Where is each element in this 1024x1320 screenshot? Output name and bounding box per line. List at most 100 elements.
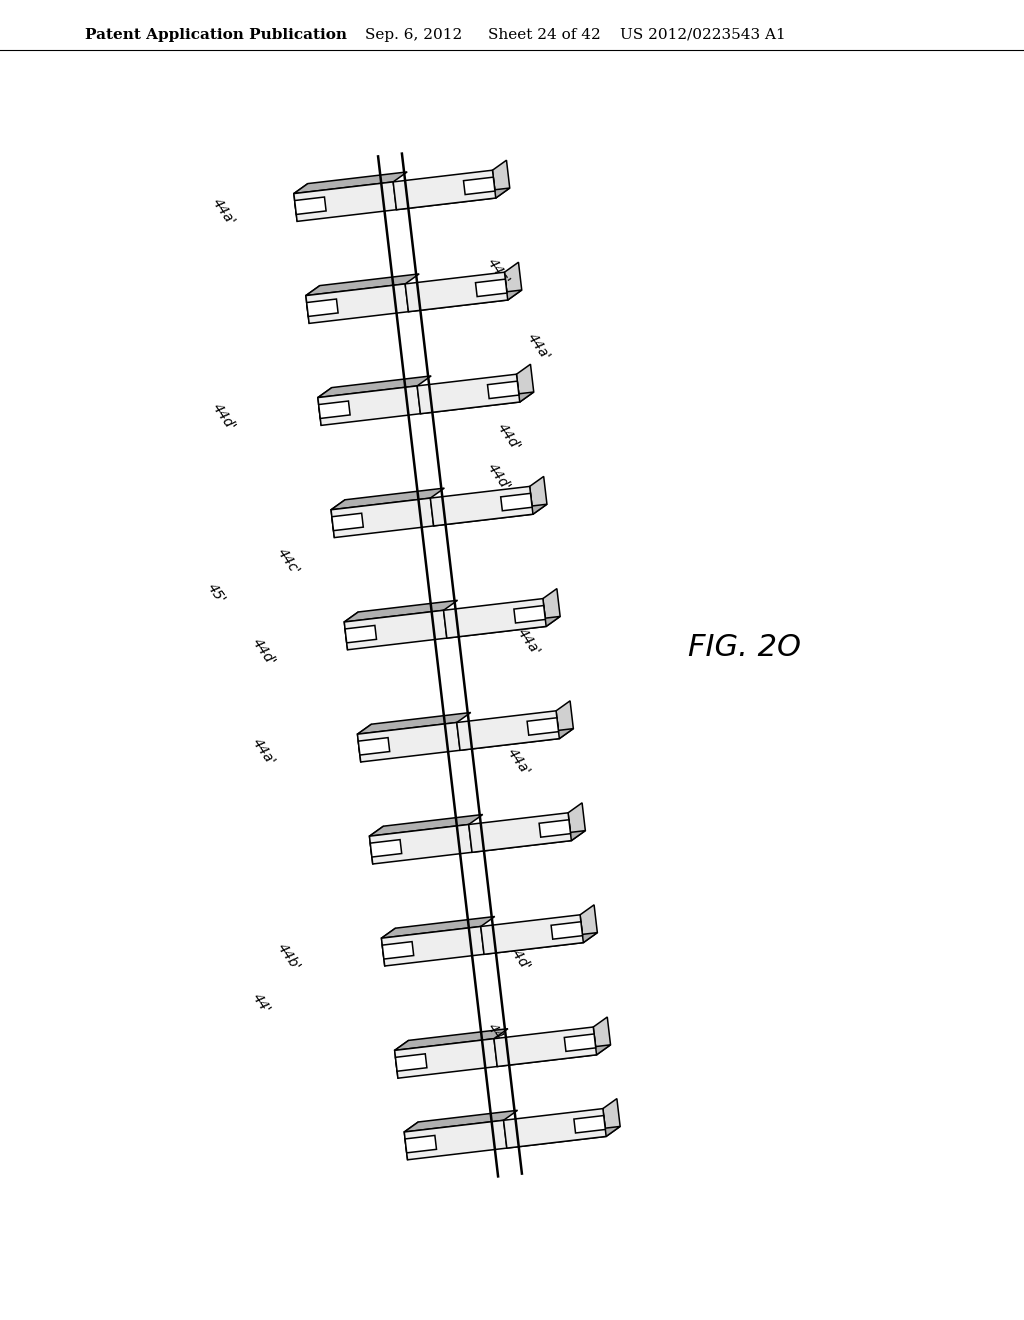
Text: 44d': 44d': [495, 421, 523, 454]
Polygon shape: [543, 589, 560, 627]
Polygon shape: [394, 1028, 508, 1051]
Polygon shape: [494, 1027, 597, 1067]
Text: 44a': 44a': [249, 737, 278, 768]
Polygon shape: [516, 364, 534, 403]
Polygon shape: [318, 401, 350, 418]
Polygon shape: [475, 279, 507, 297]
Text: 44a': 44a': [524, 331, 553, 364]
Text: 45': 45': [204, 581, 228, 607]
Polygon shape: [395, 1053, 427, 1072]
Text: 44': 44': [249, 991, 273, 1016]
Polygon shape: [593, 1016, 610, 1055]
Polygon shape: [480, 915, 584, 954]
Text: 44a': 44a': [209, 195, 238, 228]
Polygon shape: [433, 504, 547, 525]
Polygon shape: [396, 187, 510, 210]
Polygon shape: [370, 825, 472, 865]
Polygon shape: [345, 626, 377, 643]
Polygon shape: [344, 601, 458, 622]
Polygon shape: [382, 916, 495, 939]
Polygon shape: [306, 300, 338, 317]
Polygon shape: [443, 598, 546, 638]
Polygon shape: [357, 725, 375, 762]
Polygon shape: [498, 1045, 610, 1067]
Polygon shape: [404, 1121, 507, 1160]
Text: FIG. 2O: FIG. 2O: [688, 634, 801, 663]
Text: 44a': 44a': [514, 626, 543, 659]
Text: 44c': 44c': [484, 256, 512, 288]
Text: 44d': 44d': [209, 401, 239, 434]
Polygon shape: [295, 197, 326, 214]
Polygon shape: [332, 513, 364, 531]
Text: 44d': 44d': [249, 636, 279, 669]
Polygon shape: [472, 830, 586, 853]
Polygon shape: [493, 160, 510, 198]
Polygon shape: [294, 183, 311, 222]
Polygon shape: [603, 1098, 621, 1137]
Text: US 2012/0223543 A1: US 2012/0223543 A1: [620, 28, 785, 42]
Polygon shape: [505, 263, 522, 300]
Polygon shape: [409, 290, 522, 312]
Polygon shape: [573, 1115, 605, 1133]
Polygon shape: [371, 840, 401, 857]
Polygon shape: [294, 182, 396, 222]
Polygon shape: [331, 500, 348, 537]
Polygon shape: [406, 272, 508, 312]
Polygon shape: [404, 1122, 422, 1160]
Polygon shape: [331, 488, 444, 510]
Polygon shape: [469, 813, 571, 853]
Text: 44c': 44c': [274, 546, 302, 578]
Polygon shape: [551, 921, 583, 939]
Polygon shape: [417, 374, 520, 413]
Polygon shape: [382, 941, 414, 960]
Text: Sheet 24 of 42: Sheet 24 of 42: [488, 28, 601, 42]
Polygon shape: [527, 718, 558, 735]
Polygon shape: [394, 1040, 412, 1078]
Polygon shape: [539, 820, 570, 837]
Polygon shape: [394, 1039, 498, 1078]
Polygon shape: [446, 616, 560, 638]
Text: 44a': 44a': [504, 746, 534, 779]
Polygon shape: [344, 610, 446, 649]
Text: 44d': 44d': [484, 461, 513, 494]
Polygon shape: [564, 1034, 596, 1051]
Polygon shape: [580, 904, 597, 942]
Polygon shape: [294, 172, 408, 194]
Text: Patent Application Publication: Patent Application Publication: [85, 28, 347, 42]
Polygon shape: [529, 477, 547, 515]
Polygon shape: [460, 729, 573, 750]
Polygon shape: [421, 392, 534, 413]
Polygon shape: [487, 381, 519, 399]
Polygon shape: [306, 285, 324, 323]
Polygon shape: [568, 803, 586, 841]
Polygon shape: [457, 710, 559, 750]
Text: Sep. 6, 2012: Sep. 6, 2012: [365, 28, 462, 42]
Polygon shape: [514, 606, 546, 623]
Polygon shape: [501, 494, 532, 511]
Text: 44b': 44b': [274, 941, 303, 974]
Polygon shape: [406, 1135, 436, 1152]
Polygon shape: [382, 927, 484, 966]
Polygon shape: [317, 385, 421, 425]
Polygon shape: [382, 928, 398, 966]
Polygon shape: [556, 701, 573, 739]
Polygon shape: [370, 826, 387, 865]
Polygon shape: [504, 1109, 606, 1148]
Text: 44a': 44a': [484, 1020, 513, 1053]
Polygon shape: [317, 388, 335, 425]
Polygon shape: [507, 1126, 621, 1148]
Polygon shape: [393, 170, 496, 210]
Polygon shape: [306, 273, 419, 296]
Polygon shape: [370, 814, 482, 836]
Polygon shape: [317, 376, 431, 397]
Polygon shape: [357, 713, 471, 734]
Polygon shape: [344, 612, 361, 649]
Polygon shape: [357, 722, 460, 762]
Polygon shape: [331, 498, 433, 537]
Polygon shape: [484, 933, 597, 954]
Polygon shape: [306, 284, 409, 323]
Text: 44d': 44d': [504, 941, 534, 974]
Polygon shape: [404, 1110, 517, 1133]
Polygon shape: [464, 177, 495, 194]
Polygon shape: [358, 738, 390, 755]
